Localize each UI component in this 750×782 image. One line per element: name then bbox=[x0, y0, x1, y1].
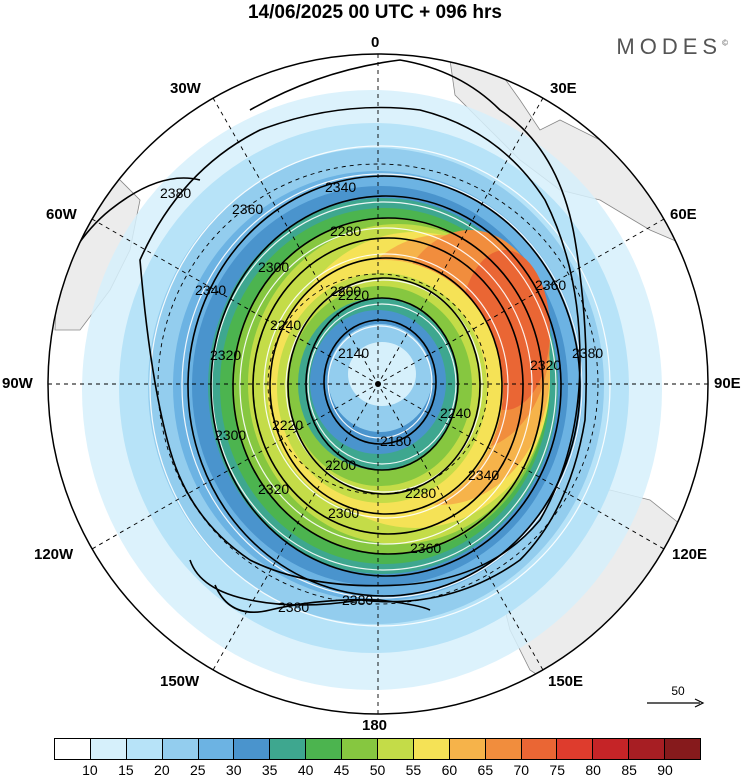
contour-label: 2300 bbox=[215, 427, 246, 443]
contour-label: 2340 bbox=[325, 179, 356, 195]
contour-label: 2340 bbox=[468, 467, 499, 483]
contour-label: 2240 bbox=[440, 405, 471, 421]
colorbar-swatch bbox=[665, 739, 701, 759]
contour-labels: 2380 2360 2340 2340 2320 2300 2280 2240 … bbox=[160, 179, 603, 615]
lon-label-60w: 60W bbox=[46, 206, 77, 223]
lon-label-150w: 150W bbox=[160, 673, 200, 690]
copyright-mark: © bbox=[722, 38, 728, 48]
colorbar bbox=[54, 738, 701, 760]
colorbar-swatch bbox=[521, 739, 558, 759]
colorbar-tick-label: 45 bbox=[333, 762, 350, 778]
colorbar-tick-label: 40 bbox=[297, 762, 314, 778]
colorbar-tick-label: 85 bbox=[621, 762, 637, 778]
contour-label: 2360 bbox=[410, 540, 441, 556]
contour-label: 2180 bbox=[380, 433, 411, 449]
colorbar-tick-label: 90 bbox=[657, 762, 673, 778]
colorbar-tick-label: 25 bbox=[189, 762, 206, 778]
colorbar-swatch bbox=[270, 739, 307, 759]
colorbar-tick-label: 20 bbox=[154, 762, 170, 778]
contour-label: 2200 bbox=[325, 457, 356, 473]
contour-label: 2300 bbox=[328, 505, 359, 521]
lon-label-90e: 90E bbox=[714, 375, 741, 392]
colorbar-swatch bbox=[90, 739, 127, 759]
lon-label-150e: 150E bbox=[548, 673, 584, 690]
colorbar-swatch bbox=[378, 739, 414, 759]
contour-label: 2320 bbox=[530, 357, 561, 373]
lon-label-120e: 120E bbox=[672, 546, 708, 563]
contour-label: 2340 bbox=[195, 282, 226, 298]
colorbar-ticks: 10 15 20 25 30 35 40 45 50 55 60 65 70 75 80 85 90 bbox=[54, 762, 701, 782]
modes-logo: MODES© bbox=[616, 34, 728, 60]
contour-label: 2320 bbox=[210, 347, 241, 363]
colorbar-tick-label: 30 bbox=[225, 762, 242, 778]
colorbar-swatch bbox=[413, 739, 450, 759]
lon-label-180: 180 bbox=[362, 717, 388, 734]
colorbar-tick-label: 65 bbox=[477, 762, 494, 778]
contour-label: 2380 bbox=[278, 599, 309, 615]
contour-label: 2220 bbox=[272, 417, 303, 433]
contour-label: 2380 bbox=[342, 592, 373, 608]
colorbar-swatch bbox=[198, 739, 235, 759]
colorbar-tick-label: 50 bbox=[369, 762, 386, 778]
colorbar-tick-label: 55 bbox=[405, 762, 422, 778]
colorbar-tick-label: 70 bbox=[513, 762, 530, 778]
lon-label-30w: 30W bbox=[170, 80, 201, 97]
colorbar-swatch bbox=[449, 739, 486, 759]
lon-label-90w: 90W bbox=[2, 375, 33, 392]
contour-label: 2240 bbox=[270, 317, 301, 333]
contour-label: 2380 bbox=[160, 185, 191, 201]
colorbar-tick-label: 75 bbox=[549, 762, 566, 778]
lon-label-60e: 60E bbox=[670, 206, 697, 223]
colorbar-tick-label: 80 bbox=[585, 762, 601, 778]
colorbar-tick-label: 35 bbox=[261, 762, 278, 778]
contour-label: 2140 bbox=[338, 345, 369, 361]
contour-label: 2360 bbox=[535, 277, 566, 293]
colorbar-swatch bbox=[126, 739, 163, 759]
colorbar-swatch bbox=[342, 739, 379, 759]
wind-band-inner-10 bbox=[348, 342, 416, 406]
colorbar-swatch bbox=[234, 739, 271, 759]
lon-label-30e: 30E bbox=[550, 80, 577, 97]
contour-label: 2320 bbox=[258, 481, 289, 497]
reference-vector-label: 50 bbox=[671, 684, 685, 698]
contour-label: 2360 bbox=[232, 201, 263, 217]
colorbar-swatch bbox=[306, 739, 343, 759]
north-pole-marker bbox=[375, 381, 381, 387]
colorbar-swatch bbox=[557, 739, 594, 759]
contour-label: 2280 bbox=[330, 223, 361, 239]
colorbar-swatch bbox=[485, 739, 522, 759]
reference-vector-arrow-icon bbox=[647, 698, 705, 708]
colorbar-tick-label: 15 bbox=[118, 762, 134, 778]
colorbar-swatch bbox=[55, 739, 91, 759]
colorbar-swatch bbox=[162, 739, 199, 759]
map-title: 14/06/2025 00 UTC + 096 hrs bbox=[247, 2, 503, 23]
lon-label-0: 0 bbox=[371, 34, 380, 51]
contour-label: 2280 bbox=[405, 485, 436, 501]
colorbar-tick-label: 10 bbox=[82, 762, 98, 778]
contour-label: 2200 bbox=[330, 283, 361, 299]
colorbar-swatch bbox=[629, 739, 666, 759]
lon-label-120w: 120W bbox=[34, 546, 74, 563]
contour-label: 2220 bbox=[338, 287, 369, 303]
colorbar-swatch bbox=[593, 739, 630, 759]
brand-name: MODES bbox=[616, 34, 723, 59]
colorbar-tick-label: 60 bbox=[441, 762, 458, 778]
contour-label: 2380 bbox=[572, 345, 603, 361]
contour-label: 2300 bbox=[258, 259, 289, 275]
